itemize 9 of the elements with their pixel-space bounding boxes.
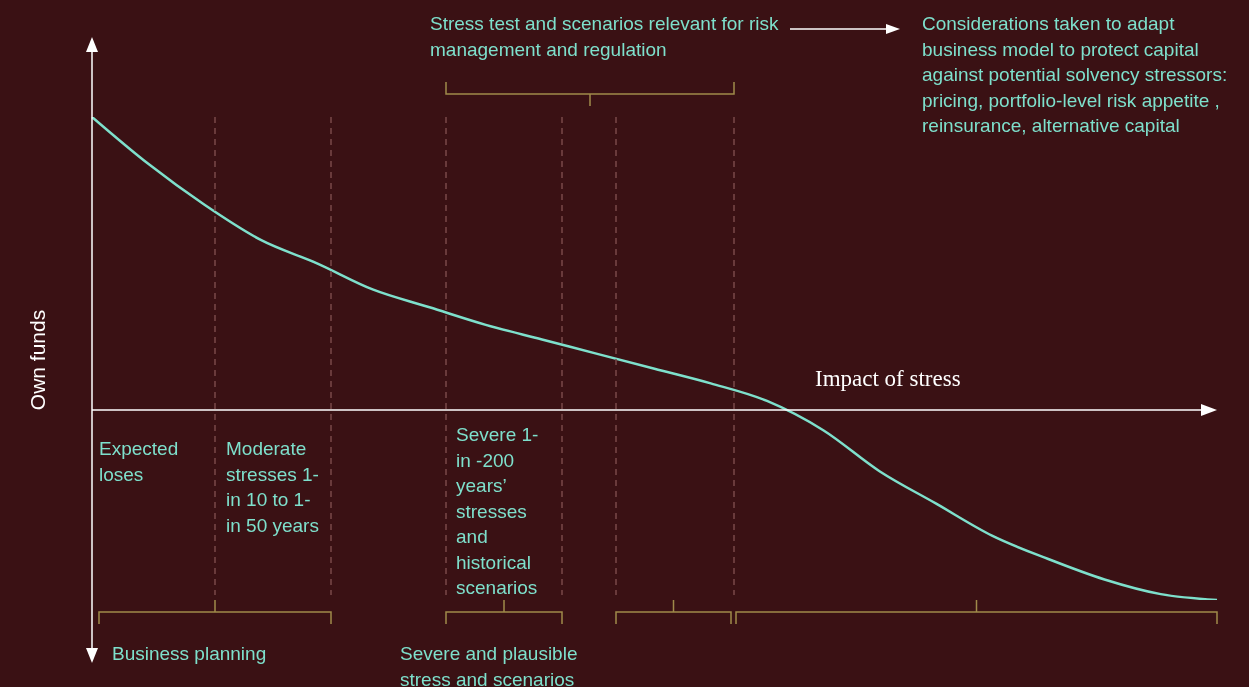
annotation: Considerations taken to adapt business model to protect capital against potential solvency stressors: pricing, portfolio-level risk appetite , reinsurance, alternative capital <box>922 12 1229 138</box>
text: Severe and plausible stress and scenarios <box>400 642 579 687</box>
y-axis-title: Own funds <box>26 309 50 411</box>
text: Stress test and scenarios relevant for risk management and regulation <box>430 12 780 62</box>
annotation: Expected loses <box>99 437 180 487</box>
annotation: Severe 1- in -200 years’ stresses and historical scenarios <box>456 423 540 600</box>
annotation: Moderate stresses 1- in 10 to 1- in 50 years <box>226 437 320 538</box>
text: Business planning <box>112 642 268 666</box>
x-axis-title: Impact of stress <box>815 366 961 392</box>
